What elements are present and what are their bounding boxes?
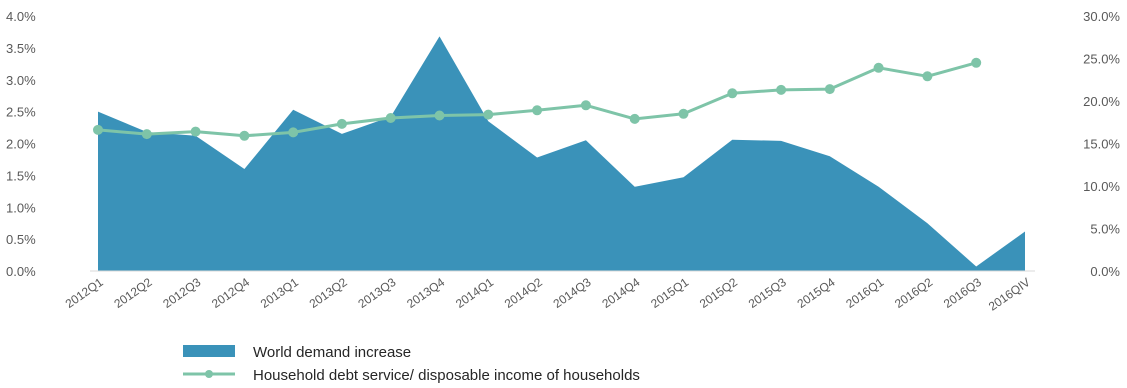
x-tick-label: 2014Q2 — [502, 275, 545, 311]
x-tick-label: 2016QIV — [986, 275, 1033, 314]
right-axis-ticks: 0.0% 5.0% 10.0% 15.0% 20.0% 25.0% 30.0% — [1083, 9, 1120, 279]
x-tick-label: 2012Q3 — [160, 275, 203, 311]
legend-line-marker — [205, 370, 213, 378]
right-tick-label: 5.0% — [1090, 222, 1120, 237]
area-series-world-demand — [98, 36, 1025, 272]
x-tick-label: 2013Q1 — [258, 275, 301, 311]
line-point — [483, 109, 494, 120]
line-point — [385, 113, 396, 123]
right-tick-label: 20.0% — [1083, 94, 1120, 109]
right-tick-label: 10.0% — [1083, 179, 1120, 194]
x-tick-label: 2015Q2 — [697, 275, 740, 311]
line-series-household-debt — [97, 61, 977, 138]
line-point — [288, 127, 299, 138]
x-tick-label: 2016Q1 — [843, 275, 886, 311]
x-tick-label: 2016Q2 — [892, 275, 935, 311]
x-tick-label: 2012Q2 — [111, 275, 154, 311]
right-tick-label: 25.0% — [1083, 52, 1120, 67]
line-point — [824, 84, 835, 95]
line-point — [532, 105, 543, 116]
left-tick-label: 3.5% — [6, 41, 36, 56]
x-tick-label: 2012Q4 — [209, 275, 252, 311]
line-point — [239, 130, 250, 141]
x-tick-label: 2015Q1 — [648, 275, 691, 311]
x-tick-label: 2014Q1 — [453, 275, 496, 311]
left-tick-label: 1.5% — [6, 168, 36, 183]
left-tick-label: 2.5% — [6, 105, 36, 120]
line-point — [190, 126, 201, 137]
left-axis-ticks: 0.0% 0.5% 1.0% 1.5% 2.0% 2.5% 3.0% 3.5% 4.0% — [6, 9, 36, 279]
line-point — [434, 110, 445, 121]
left-tick-label: 1.0% — [6, 200, 36, 215]
x-tick-label: 2015Q3 — [746, 275, 789, 311]
legend: World demand increase Household debt ser… — [183, 344, 640, 384]
right-tick-label: 30.0% — [1083, 9, 1120, 24]
line-point — [336, 118, 347, 129]
line-point — [629, 113, 640, 124]
plot-area — [90, 36, 1035, 272]
line-point — [971, 57, 982, 68]
legend-label-area: World demand increase — [253, 344, 411, 361]
left-tick-label: 2.0% — [6, 137, 36, 152]
legend-area-swatch — [183, 345, 235, 357]
x-tick-label: 2013Q4 — [404, 275, 447, 311]
left-tick-label: 0.5% — [6, 232, 36, 247]
line-point — [873, 62, 884, 73]
x-tick-label: 2013Q2 — [307, 275, 350, 311]
right-tick-label: 0.0% — [1090, 264, 1120, 279]
x-tick-label: 2015Q4 — [795, 275, 838, 311]
x-tick-label: 2012Q1 — [63, 275, 106, 311]
right-tick-label: 15.0% — [1083, 137, 1120, 152]
line-point — [141, 129, 152, 140]
legend-label-line: Household debt service/ disposable incom… — [253, 367, 640, 384]
left-tick-label: 0.0% — [6, 264, 36, 279]
line-point — [93, 124, 103, 135]
x-tick-label: 2016Q3 — [941, 275, 984, 311]
left-tick-label: 4.0% — [6, 9, 36, 24]
x-tick-label: 2013Q3 — [355, 275, 398, 311]
line-point — [776, 84, 787, 95]
line-point — [727, 88, 738, 99]
x-tick-label: 2014Q3 — [551, 275, 594, 311]
line-point — [580, 100, 591, 111]
x-axis-ticks: 2012Q1 2012Q2 2012Q3 2012Q4 2013Q1 2013Q2 2013… — [63, 275, 1033, 314]
left-tick-label: 3.0% — [6, 73, 36, 88]
line-point — [922, 71, 933, 82]
line-point — [678, 108, 689, 119]
x-tick-label: 2014Q4 — [599, 275, 642, 311]
